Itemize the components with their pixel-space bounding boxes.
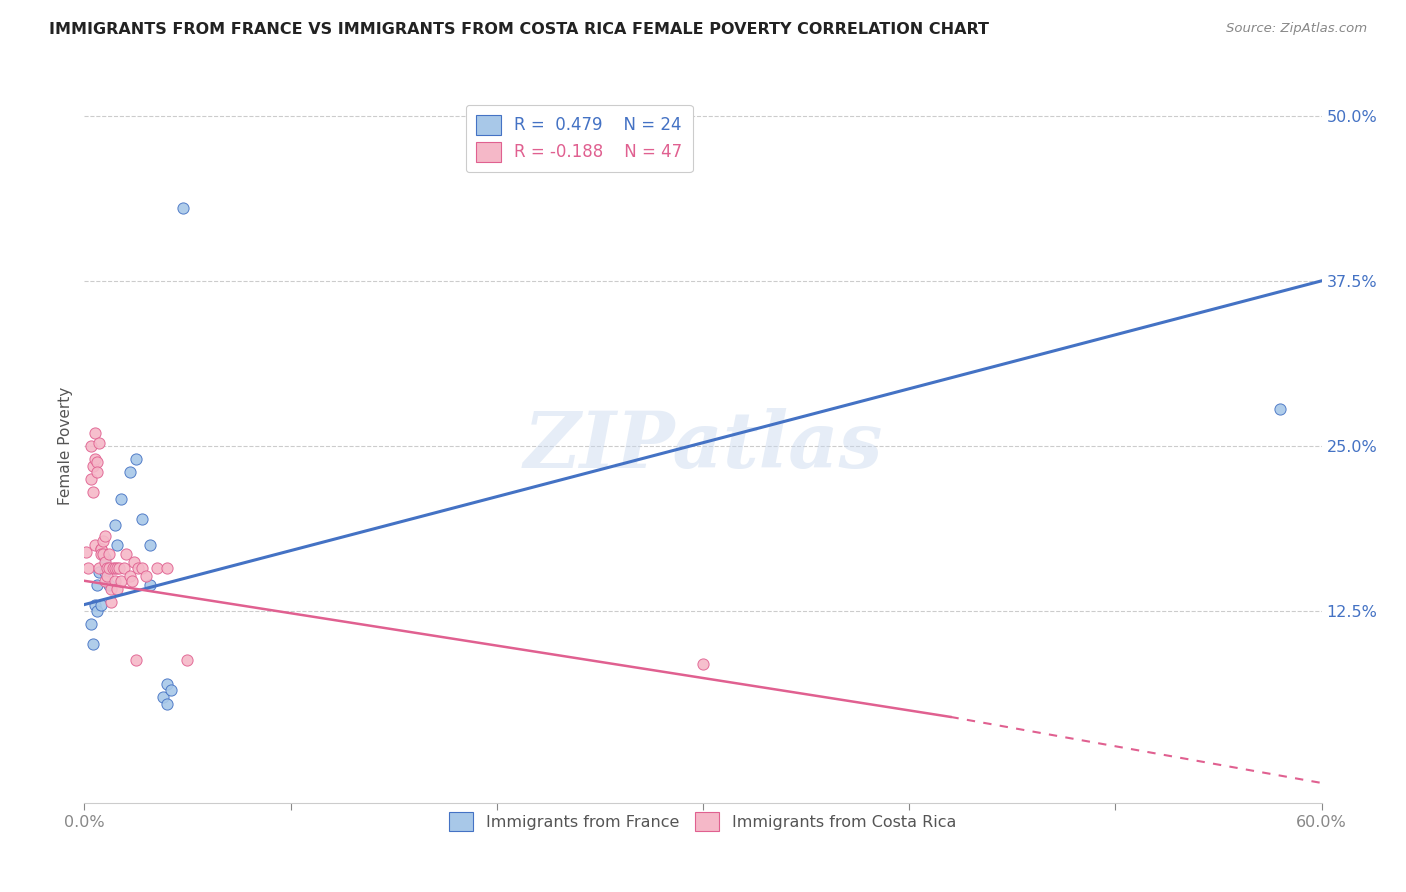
- Point: [90, 542, 112, 557]
- Point: [104, 574, 127, 588]
- Point: [79, 439, 101, 453]
- Point: [160, 683, 183, 698]
- Point: [94, 555, 117, 569]
- Point: [86, 466, 108, 480]
- Point: [139, 578, 162, 592]
- Point: [103, 560, 125, 574]
- Point: [112, 560, 135, 574]
- Point: [96, 560, 118, 574]
- Point: [94, 574, 117, 588]
- Point: [87, 565, 110, 579]
- Point: [108, 560, 131, 574]
- Point: [131, 511, 153, 525]
- Point: [156, 677, 179, 691]
- Point: [118, 466, 141, 480]
- Y-axis label: Female Poverty: Female Poverty: [58, 387, 73, 505]
- Text: IMMIGRANTS FROM FRANCE VS IMMIGRANTS FROM COSTA RICA FEMALE POVERTY CORRELATION : IMMIGRANTS FROM FRANCE VS IMMIGRANTS FRO…: [49, 22, 990, 37]
- Point: [125, 452, 148, 467]
- Point: [145, 560, 167, 574]
- Point: [86, 455, 108, 469]
- Point: [105, 560, 128, 574]
- Point: [98, 578, 121, 592]
- Point: [172, 201, 194, 215]
- Point: [94, 529, 117, 543]
- Point: [82, 458, 104, 473]
- Point: [156, 560, 179, 574]
- Point: [96, 568, 118, 582]
- Point: [135, 568, 157, 582]
- Legend: Immigrants from France, Immigrants from Costa Rica: Immigrants from France, Immigrants from …: [443, 805, 963, 838]
- Point: [90, 547, 112, 561]
- Point: [1270, 402, 1292, 417]
- Point: [118, 568, 141, 582]
- Point: [94, 551, 117, 566]
- Point: [87, 560, 110, 574]
- Point: [110, 491, 132, 506]
- Point: [90, 598, 112, 612]
- Point: [75, 545, 97, 559]
- Point: [114, 547, 136, 561]
- Point: [91, 547, 114, 561]
- Point: [91, 534, 114, 549]
- Point: [86, 578, 108, 592]
- Point: [105, 582, 128, 596]
- Point: [100, 582, 122, 596]
- Point: [83, 538, 105, 552]
- Point: [83, 425, 105, 440]
- Point: [125, 653, 148, 667]
- Text: ZIPatlas: ZIPatlas: [523, 408, 883, 484]
- Point: [122, 555, 145, 569]
- Point: [104, 518, 127, 533]
- Point: [100, 595, 122, 609]
- Point: [86, 604, 108, 618]
- Point: [127, 560, 149, 574]
- Point: [83, 598, 105, 612]
- Point: [139, 538, 162, 552]
- Point: [87, 436, 110, 450]
- Point: [152, 690, 174, 704]
- Point: [104, 560, 127, 574]
- Text: Source: ZipAtlas.com: Source: ZipAtlas.com: [1226, 22, 1367, 36]
- Point: [121, 574, 143, 588]
- Point: [110, 574, 132, 588]
- Point: [105, 538, 128, 552]
- Point: [82, 637, 104, 651]
- Point: [79, 472, 101, 486]
- Point: [90, 542, 112, 557]
- Point: [176, 653, 198, 667]
- Point: [98, 560, 121, 574]
- Point: [82, 485, 104, 500]
- Point: [94, 565, 117, 579]
- Point: [131, 560, 153, 574]
- Point: [79, 617, 101, 632]
- Point: [156, 697, 179, 711]
- Point: [98, 547, 121, 561]
- Point: [692, 657, 714, 671]
- Point: [77, 560, 100, 574]
- Point: [83, 452, 105, 467]
